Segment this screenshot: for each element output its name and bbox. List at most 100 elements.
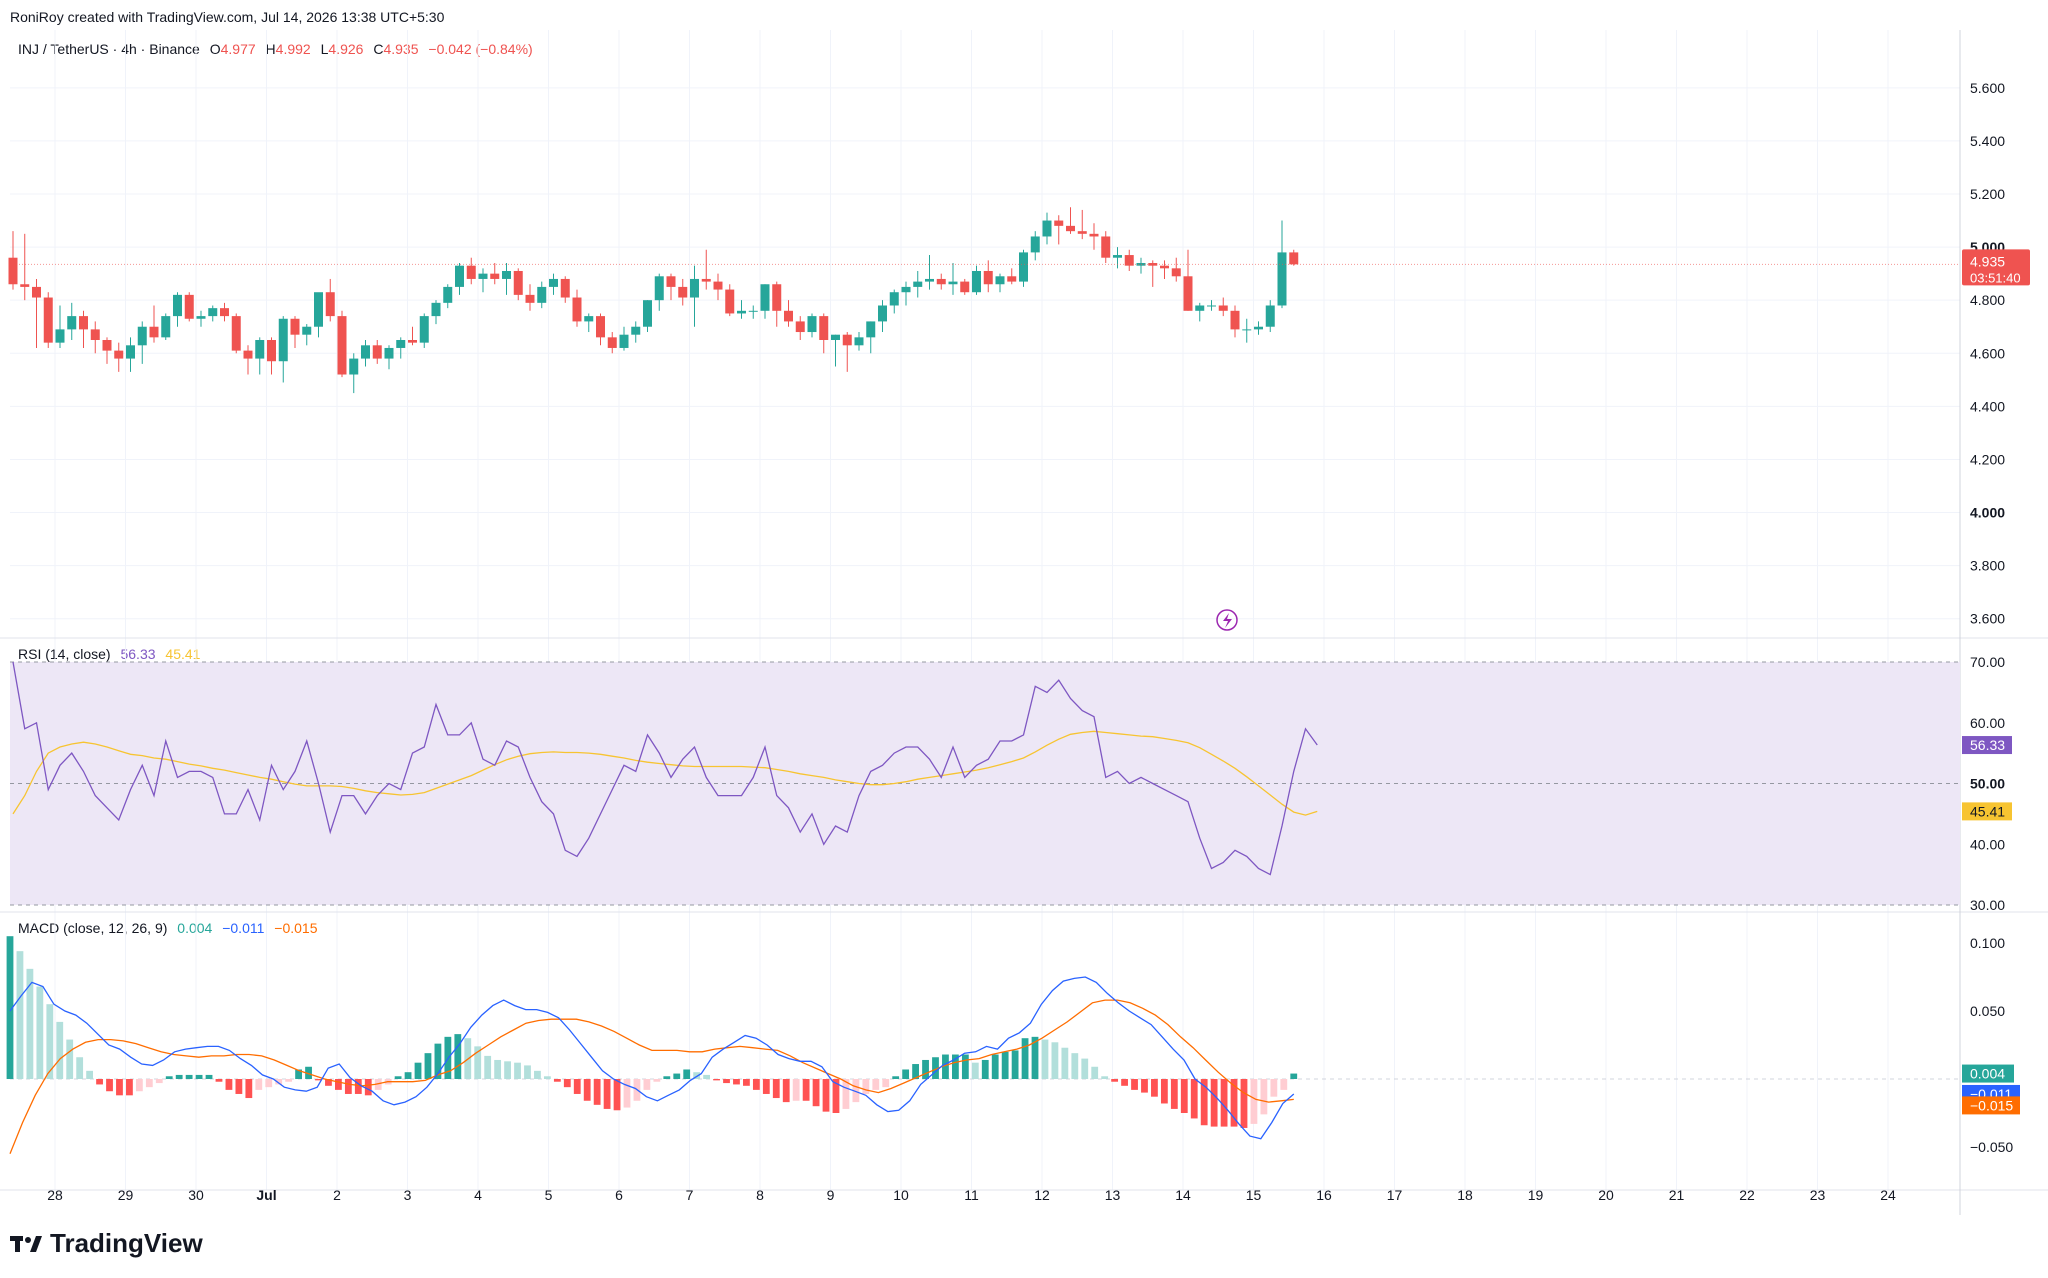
time-axis-label: 30 <box>188 1187 204 1203</box>
candle-body <box>936 278 946 285</box>
candle <box>995 273 1005 293</box>
macd-hist-bar <box>862 1079 870 1094</box>
macd-hist-bar <box>424 1053 432 1079</box>
candle-body <box>1230 310 1240 330</box>
candle-body <box>619 334 629 348</box>
macd-hist-bar <box>1190 1079 1198 1119</box>
candle <box>678 278 688 306</box>
time-axis-label: 13 <box>1105 1187 1121 1203</box>
candle-body <box>337 316 347 375</box>
candle-body <box>396 340 406 348</box>
candle <box>549 273 558 295</box>
time-axis-label: 19 <box>1528 1187 1544 1203</box>
macd-hist-bar <box>971 1062 979 1079</box>
price-axis-label: 4.800 <box>1970 292 2005 308</box>
tradingview-logo-icon <box>10 1235 42 1252</box>
candle <box>690 265 699 327</box>
macd-hist-bar <box>842 1079 850 1109</box>
candle-body <box>513 270 523 295</box>
candle-body <box>607 337 617 348</box>
candle-body <box>466 265 476 279</box>
macd-hist-bar <box>494 1059 502 1079</box>
candle-body <box>90 329 100 340</box>
rsi-line <box>12 661 1318 876</box>
rsi-axis: 70.00 60.00 50.00 40.00 30.00 <box>1970 654 2005 913</box>
candle <box>79 310 88 348</box>
candle-body <box>173 294 182 317</box>
macd-hist-bar <box>991 1054 999 1079</box>
macd-signal-badge <box>1962 1096 2020 1115</box>
tradingview-logo[interactable]: TradingView <box>10 1228 203 1259</box>
candle-body <box>643 300 652 327</box>
candle <box>654 273 664 311</box>
rsi-badge <box>1962 736 2012 755</box>
candle <box>1148 260 1158 287</box>
macd-hist-bar <box>315 1079 322 1081</box>
macd-hist-bar <box>951 1054 959 1079</box>
macd-hist-bar <box>195 1074 203 1079</box>
macd-hist-bar <box>1220 1079 1228 1127</box>
candle <box>1218 297 1228 317</box>
candle-body <box>1218 305 1228 311</box>
candle <box>114 342 124 372</box>
macd-hist-bar <box>116 1079 123 1096</box>
rsi-ma-value: 45.41 <box>165 646 201 662</box>
macd-hist-bar <box>912 1064 919 1079</box>
candle <box>55 305 65 348</box>
candle <box>466 257 476 285</box>
candle-body <box>1183 276 1193 311</box>
candle-body <box>819 316 829 340</box>
candle <box>1136 257 1146 274</box>
macd-hist-bar <box>1260 1079 1268 1115</box>
candle <box>701 249 711 290</box>
candle-body <box>55 329 65 343</box>
macd-hist-bar <box>165 1076 173 1079</box>
candle <box>925 255 934 290</box>
candle <box>137 321 147 364</box>
candle <box>396 337 406 359</box>
macd-hist-bar <box>434 1043 442 1079</box>
candle-body <box>1077 231 1087 234</box>
candle-body <box>878 305 887 322</box>
candle <box>126 337 135 372</box>
candle <box>8 231 18 290</box>
candle <box>713 273 723 301</box>
macd-hist-bar <box>723 1079 730 1084</box>
candle-body <box>960 281 970 293</box>
price-axis: 5.6005.4005.2005.0004.8004.6004.4004.200… <box>1970 80 2005 627</box>
candle <box>560 276 570 303</box>
candle-body <box>737 310 746 314</box>
candle-body <box>690 278 699 298</box>
macd-hist-bar <box>643 1079 651 1090</box>
time-axis-label: 18 <box>1457 1187 1473 1203</box>
candle <box>1054 215 1064 245</box>
candle <box>231 313 241 354</box>
lightning-icon-ring <box>1216 609 1238 631</box>
candle <box>490 263 500 285</box>
candle <box>842 332 852 372</box>
candle-body <box>372 345 382 359</box>
candle-body <box>290 318 300 335</box>
macd-hist-bar <box>743 1079 750 1086</box>
candle-body <box>490 273 500 279</box>
macd-hist-bar <box>1280 1079 1288 1090</box>
price-axis-label: 4.000 <box>1970 505 2005 521</box>
macd-hist-bar <box>1101 1076 1109 1079</box>
macd-hist-bar <box>255 1079 263 1090</box>
macd-hist-bar <box>534 1070 541 1079</box>
candle-body <box>1265 305 1275 327</box>
time-axis-label: 23 <box>1810 1187 1826 1203</box>
price-axis-label: 5.200 <box>1970 186 2005 202</box>
candle-body <box>1171 268 1181 277</box>
candle-body <box>255 340 265 359</box>
time-axis-label: 5 <box>545 1187 553 1203</box>
macd-hist-bar <box>344 1079 352 1094</box>
candle <box>1007 268 1017 285</box>
rsi-indicator-name[interactable]: RSI (14, close) <box>18 646 111 662</box>
macd-hist-bar <box>1170 1079 1178 1109</box>
candle <box>831 334 840 367</box>
macd-hist-bar <box>474 1046 482 1079</box>
symbol-pair[interactable]: INJ / TetherUS · 4h · Binance <box>18 41 200 57</box>
candle-body <box>1007 276 1017 282</box>
